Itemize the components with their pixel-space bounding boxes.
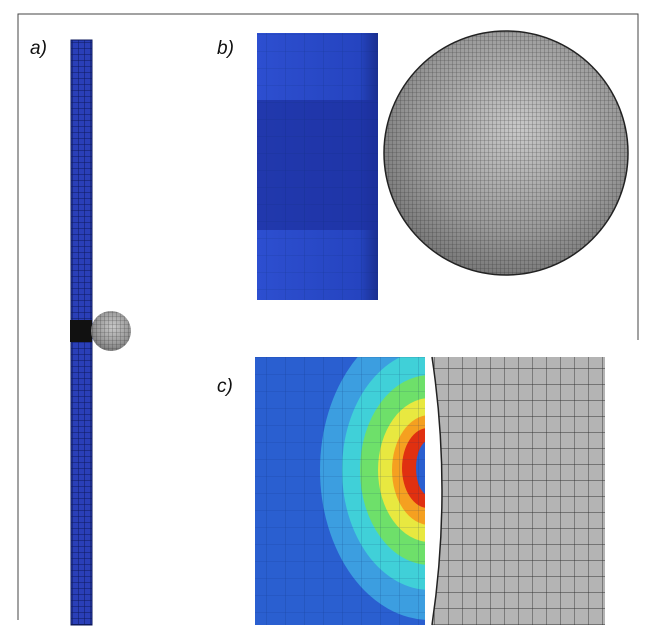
plate-mesh bbox=[257, 33, 378, 300]
sphere-mesh bbox=[384, 31, 628, 275]
panel-label: b) bbox=[217, 38, 234, 59]
panel-label: c) bbox=[217, 376, 233, 397]
contact-zone bbox=[70, 320, 92, 342]
sphere-closeup-mesh bbox=[432, 357, 605, 625]
sphere-grid bbox=[384, 31, 628, 275]
figure: a) b) c) bbox=[0, 0, 645, 629]
panel-label: a) bbox=[30, 38, 47, 59]
impactor-mesh bbox=[91, 311, 131, 351]
contour-mesh bbox=[255, 357, 425, 625]
